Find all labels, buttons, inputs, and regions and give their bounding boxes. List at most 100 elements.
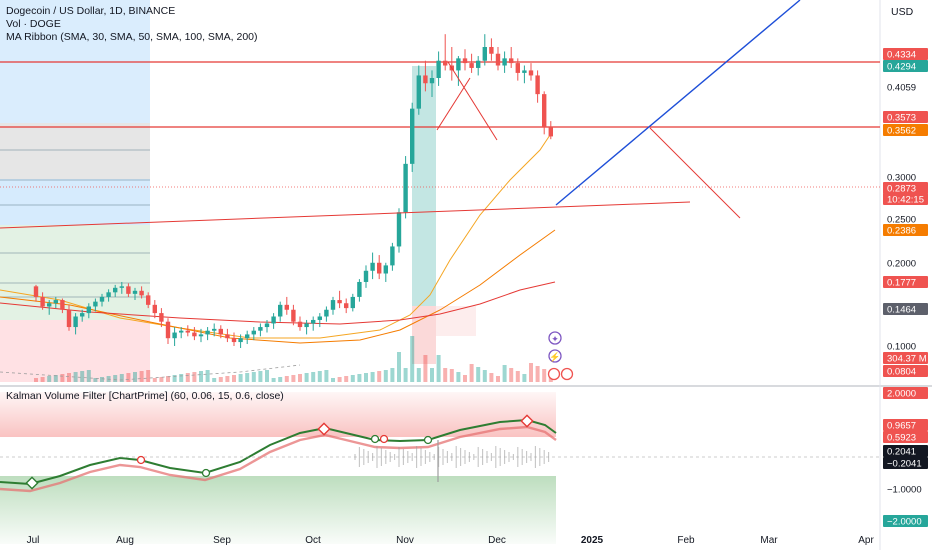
indicator-legend[interactable]: Kalman Volume Filter [ChartPrime] (60, 0… — [6, 390, 284, 402]
candle-body-29 — [225, 334, 230, 339]
volume-bar-74 — [522, 374, 527, 382]
volume-bar-20 — [166, 376, 170, 382]
volume-bar-52 — [377, 371, 382, 382]
candle-body-39 — [291, 309, 296, 322]
price-label-bg — [883, 352, 928, 364]
indicator-lower-band — [0, 476, 556, 544]
candle-body-20 — [165, 321, 171, 339]
indicator-label-bg — [883, 445, 928, 457]
indicator-label-bg — [883, 515, 928, 527]
candle-body-67 — [476, 60, 481, 68]
zone-gray — [0, 123, 150, 179]
price-label-bg — [883, 48, 928, 60]
price-label-bg — [883, 276, 928, 288]
volume-bar-77 — [542, 369, 547, 382]
volume-bar-54 — [390, 368, 395, 382]
ma-ribbon-legend[interactable]: MA Ribbon (SMA, 30, SMA, 50, SMA, 100, S… — [6, 31, 258, 43]
zone-red — [0, 320, 150, 382]
indicator-label-bg — [883, 457, 928, 469]
symbol-legend[interactable]: Dogecoin / US Dollar, 1D, BINANCE — [6, 5, 176, 17]
volume-bar-10 — [100, 377, 104, 382]
volume-bar-16 — [139, 371, 144, 382]
volume-bar-61 — [436, 355, 441, 382]
candle-body-54 — [390, 246, 395, 266]
candle-body-35 — [264, 323, 270, 328]
candle-body-73 — [515, 63, 520, 73]
indicator-label: 2.0000 — [887, 389, 916, 400]
indicator-dot-0 — [136, 455, 146, 465]
price-label-bg — [883, 193, 928, 205]
price-label-bg — [883, 60, 928, 72]
volume-bar-58 — [416, 368, 421, 382]
indicator-dot-3 — [379, 434, 389, 444]
kalman-slow-line — [0, 425, 557, 493]
price-label-bg — [883, 224, 928, 236]
volume-bar-34 — [258, 371, 263, 382]
volume-bar-29 — [225, 376, 230, 382]
volume-bar-25 — [199, 371, 203, 382]
volume-bar-65 — [463, 375, 467, 382]
volume-bar-72 — [509, 368, 514, 382]
volume-bar-66 — [469, 364, 474, 382]
volume-bar-4 — [60, 374, 65, 382]
price-label: 10:42:15 — [887, 195, 924, 206]
candle-body-24 — [192, 332, 197, 337]
x-tick-label: Dec — [488, 535, 506, 546]
indicator-label: 0.9657 — [887, 421, 916, 432]
candle-body-64 — [456, 58, 461, 71]
indicator-label: −2.0000 — [887, 517, 922, 528]
candle-body-18 — [152, 304, 157, 314]
volume-bar-12 — [113, 375, 118, 382]
candle-body-28 — [218, 328, 223, 335]
volume-legend[interactable]: Vol · DOGE — [6, 18, 61, 30]
volume-bar-23 — [185, 373, 190, 382]
candle-body-46 — [337, 300, 342, 304]
volume-bar-36 — [271, 378, 276, 382]
volume-bar-56 — [403, 368, 408, 382]
candle-body-33 — [251, 330, 256, 335]
candle-body-52 — [377, 262, 382, 274]
candle-body-49 — [357, 281, 362, 297]
candle-body-59 — [423, 75, 428, 84]
pattern-line-b — [436, 77, 471, 131]
x-tick-label: Apr — [858, 535, 874, 546]
volume-bar-24 — [192, 372, 197, 382]
event-icon-star — [548, 331, 562, 345]
position-profit-zone — [412, 66, 436, 306]
volume-bar-69 — [489, 373, 494, 382]
candle-body-21 — [172, 332, 177, 339]
volume-bar-64 — [456, 372, 461, 382]
volume-bar-76 — [535, 366, 540, 382]
candle-body-75 — [528, 70, 534, 76]
candle-body-66 — [469, 63, 474, 68]
volume-bar-8 — [86, 370, 91, 382]
volume-bar-62 — [443, 368, 448, 382]
price-label-bg — [883, 124, 928, 136]
volume-bar-1 — [40, 377, 45, 382]
price-label: 0.1464 — [887, 305, 916, 316]
candle-body-71 — [502, 58, 507, 66]
candle-body-31 — [238, 338, 243, 343]
candle-body-77 — [542, 94, 547, 128]
support-trendline — [0, 201, 691, 229]
volume-bar-63 — [449, 369, 454, 382]
volume-bar-14 — [126, 373, 131, 382]
volume-bar-19 — [159, 377, 164, 382]
candle-body-62 — [443, 60, 448, 66]
candle-body-26 — [205, 330, 210, 335]
volume-bar-70 — [496, 376, 500, 382]
volume-bar-26 — [205, 370, 210, 382]
price-label: 0.2873 — [887, 184, 916, 195]
x-tick-label: Aug — [116, 535, 134, 546]
candle-body-43 — [317, 316, 322, 320]
currency-label[interactable]: USD — [891, 6, 914, 18]
volume-bar-53 — [383, 370, 388, 382]
candle-body-6 — [73, 316, 78, 328]
candle-body-42 — [311, 319, 316, 324]
indicator-dot-4 — [423, 435, 433, 445]
candle-body-2 — [47, 303, 52, 307]
price-label-bg — [883, 303, 928, 315]
volume-bar-39 — [291, 375, 296, 382]
candle-body-13 — [119, 286, 124, 288]
